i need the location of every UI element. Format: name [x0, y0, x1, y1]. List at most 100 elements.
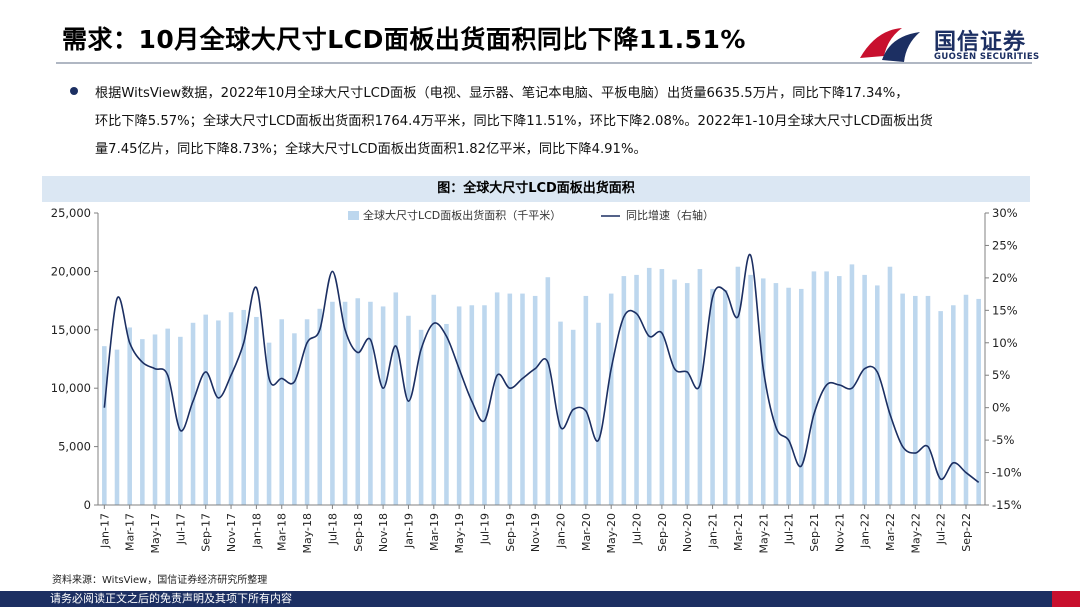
x-tick-label: Jul-18 — [326, 513, 339, 545]
bar — [913, 295, 918, 505]
bar — [418, 329, 424, 505]
bar — [228, 312, 234, 505]
y-right-tick-label: 10% — [992, 336, 1018, 350]
bar — [393, 292, 399, 505]
bar — [520, 293, 525, 505]
bar — [786, 287, 791, 505]
x-tick-label: Jan-17 — [98, 513, 111, 549]
x-tick-label: Sep-19 — [504, 513, 517, 552]
x-tick-label: Nov-17 — [225, 513, 238, 552]
bar — [431, 294, 437, 505]
bar — [190, 322, 196, 505]
x-tick-label: Jan-21 — [707, 513, 720, 549]
bar — [469, 305, 475, 505]
y-right-tick-label: -5% — [992, 433, 1014, 447]
bar — [684, 283, 690, 505]
x-tick-label: Nov-18 — [377, 513, 390, 552]
x-tick-label: Jul-21 — [783, 513, 796, 545]
bar — [583, 295, 589, 505]
bar — [849, 264, 855, 505]
guosen-logo: 国信证券 GUOSEN SECURITIES — [858, 22, 1039, 66]
footer-bar: 请务必阅读正文之后的免责声明及其项下所有内容 — [0, 591, 1080, 607]
bar — [545, 277, 551, 505]
x-tick-label: Sep-22 — [960, 513, 973, 552]
bar — [140, 339, 145, 505]
bar — [494, 292, 500, 505]
bar — [596, 322, 601, 505]
footer-accent — [1052, 591, 1080, 607]
bar — [925, 295, 931, 505]
bar — [102, 346, 107, 505]
summary-line: 根据WitsView数据，2022年10月全球大尺寸LCD面板（电视、显示器、笔… — [95, 86, 909, 101]
bar — [355, 298, 361, 505]
x-tick-label: Jan-18 — [250, 513, 263, 549]
bar — [773, 283, 779, 505]
x-tick-label: Sep-20 — [656, 513, 669, 552]
lcd-area-chart: 0 5,000 10,000 15,000 20,000 25,000 -15% -10% -5… — [51, 206, 1022, 554]
summary-paragraph: 根据WitsView数据，2022年10月全球大尺寸LCD面板（电视、显示器、笔… — [95, 80, 1045, 164]
x-tick-label: Jan-20 — [555, 513, 568, 549]
x-tick-label: Mar-18 — [276, 513, 289, 551]
x-tick-label: Jul-17 — [174, 513, 187, 545]
bar — [659, 269, 665, 505]
bar — [203, 314, 208, 505]
bar — [241, 309, 246, 505]
bar — [279, 319, 285, 505]
bar — [165, 328, 170, 505]
y-right-tick-label: 15% — [992, 303, 1018, 317]
x-tick-label: Jul-22 — [935, 513, 948, 545]
bar — [710, 288, 715, 505]
bar — [266, 342, 272, 505]
source-note: 资料来源：WitsView，国信证券经济研究所整理 — [52, 575, 268, 586]
bar — [558, 321, 563, 505]
bar — [824, 271, 829, 505]
page-title: 需求：10月全球大尺寸LCD面板出货面积同比下降11.51% — [62, 25, 746, 54]
bar — [735, 266, 741, 505]
y-left-tick-label: 10,000 — [51, 381, 91, 395]
bar — [127, 327, 132, 505]
x-tick-label: Mar-17 — [124, 513, 137, 551]
bar — [152, 334, 158, 505]
bar — [482, 305, 487, 505]
bar — [532, 295, 538, 505]
x-tick-label: May-18 — [301, 513, 314, 554]
y-right-tick-label: 25% — [992, 238, 1018, 252]
bar — [887, 266, 893, 505]
bar — [634, 274, 639, 505]
bar — [963, 294, 969, 505]
bar — [368, 301, 373, 505]
y-left-tick-label: 15,000 — [51, 323, 91, 337]
bar — [608, 293, 614, 505]
title-divider — [56, 62, 1032, 64]
bar — [507, 293, 513, 505]
y-right-tick-label: 30% — [992, 206, 1018, 220]
y-right-tick-label: 0% — [992, 401, 1010, 415]
x-tick-label: May-22 — [909, 513, 922, 554]
bar — [672, 279, 677, 505]
bar — [951, 305, 956, 505]
y-right-tick-label: 5% — [992, 368, 1010, 382]
x-tick-label: Nov-20 — [681, 513, 694, 552]
x-tick-label: May-17 — [149, 513, 162, 554]
bar — [114, 349, 120, 505]
bar — [570, 329, 576, 505]
guosen-logo-icon — [860, 28, 920, 62]
x-tick-label: Jul-20 — [631, 513, 644, 545]
x-tick-label: Nov-21 — [833, 513, 846, 552]
x-tick-label: Mar-21 — [732, 513, 745, 551]
bar — [330, 301, 335, 505]
y-left-tick-label: 25,000 — [51, 206, 91, 220]
x-tick-label: May-21 — [757, 513, 770, 554]
x-tick-label: Mar-22 — [884, 513, 897, 551]
bar — [811, 271, 817, 505]
bar — [406, 315, 411, 505]
summary-line: 环比下降5.57%；全球大尺寸LCD面板出货面积1764.4万平米，同比下降11… — [95, 114, 933, 129]
bar — [900, 293, 905, 505]
bar — [621, 276, 627, 505]
y-right-tick-label: 20% — [992, 271, 1018, 285]
legend-bar-label: 全球大尺寸LCD面板出货面积（千平米） — [363, 208, 561, 222]
bar — [760, 278, 766, 505]
bar — [456, 306, 462, 505]
x-tick-label: Sep-21 — [808, 513, 821, 552]
x-tick-label: May-19 — [453, 513, 466, 554]
